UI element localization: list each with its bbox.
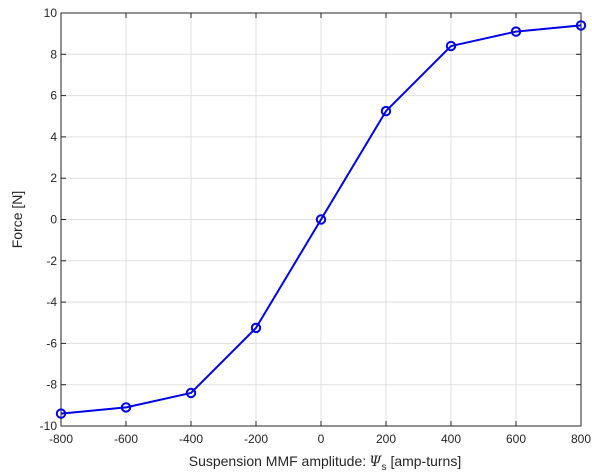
y-tick-label: -10 [40,419,58,433]
x-tick-label: -400 [179,432,203,446]
data-point-marker [510,26,522,37]
data-point-marker [575,20,587,31]
data-series [55,20,587,419]
x-axis-label: Suspension MMF amplitude: Ψs [amp-turns] [189,453,462,473]
data-point-marker [185,387,197,399]
data-point-marker [445,40,457,52]
data-point-marker [315,214,327,225]
y-tick-label: -6 [46,336,57,350]
y-tick-label: -4 [46,295,57,309]
y-tick-label: -8 [46,378,57,392]
x-tick-label: -200 [244,432,268,446]
x-tick-label: 800 [571,432,591,446]
grid [60,12,582,427]
x-tick-label: -600 [114,432,138,446]
data-point-marker [120,402,132,413]
y-tick-label: 0 [50,213,57,227]
y-tick-label: 8 [50,47,57,61]
y-axis-label: Force [N] [9,191,25,249]
x-tick-label: 0 [318,432,325,446]
y-tick-label: -2 [46,254,57,268]
data-point-marker [250,322,262,334]
y-tick-label: 4 [50,130,57,144]
axis-ticks: -800 -600 -400 -200 0 200 400 600 800 -10 -8 -6 -4 -2… [40,6,592,446]
x-tick-label: 200 [376,432,396,446]
x-tick-label: 600 [506,432,526,446]
y-tick-label: 2 [50,171,57,185]
y-tick-label: 10 [44,6,58,20]
y-tick-label: 6 [50,89,57,103]
data-point-marker [380,105,392,117]
series-line [60,24,582,415]
x-tick-label: 400 [441,432,461,446]
x-tick-label: -800 [49,432,73,446]
data-point-marker [55,408,67,419]
